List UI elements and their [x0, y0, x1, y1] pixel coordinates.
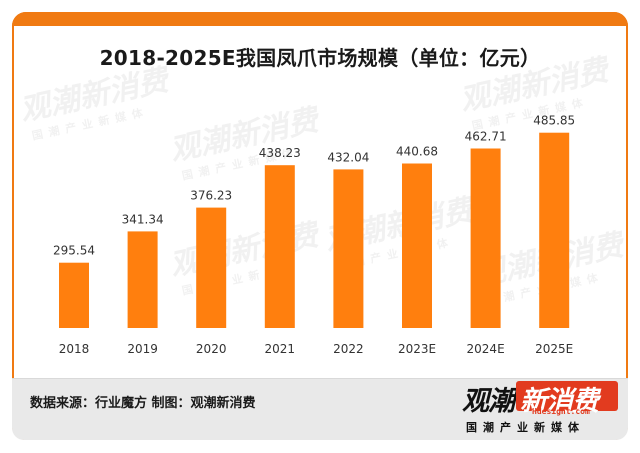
- labels-layer: 295.54 2018 341.34 2019 376.23 2020 438.23 2021…: [53, 114, 575, 356]
- value-label: 462.71: [465, 130, 507, 144]
- x-tick-label: 2020: [196, 342, 227, 356]
- logo-slogan: 国潮产业新媒体: [466, 421, 585, 434]
- logo-red-box: [516, 381, 618, 411]
- bar-2024E: [470, 148, 501, 328]
- value-label: 376.23: [190, 189, 232, 203]
- bar-2021: [264, 165, 295, 328]
- bars-layer: [59, 132, 570, 328]
- value-label: 485.85: [533, 114, 575, 128]
- logo-right-text: 新消费: [520, 386, 599, 417]
- chart-panel: [12, 12, 628, 440]
- x-tick-label: 2024E: [467, 342, 505, 356]
- x-tick-label: 2021: [265, 342, 296, 356]
- value-label: 440.68: [396, 145, 438, 159]
- top-accent-bar: [12, 12, 628, 26]
- value-label: 432.04: [327, 150, 369, 164]
- chart-title: 2018-2025E我国凤爪市场规模（单位：亿元）: [99, 46, 541, 70]
- logo-left-text: 观潮: [462, 386, 515, 417]
- value-label: 341.34: [122, 212, 164, 226]
- bar-2025E: [539, 132, 570, 328]
- x-tick-label: 2018: [59, 342, 90, 356]
- bar-2022: [333, 169, 364, 328]
- value-label: 438.23: [259, 146, 301, 160]
- x-tick-label: 2023E: [398, 342, 436, 356]
- logo-site: Hdesight.com: [532, 407, 590, 416]
- x-tick-label: 2019: [127, 342, 158, 356]
- bar-2019: [127, 231, 158, 328]
- bar-2023E: [402, 163, 432, 328]
- value-label: 295.54: [53, 244, 95, 258]
- bar-2018: [59, 262, 89, 328]
- x-tick-label: 2022: [333, 342, 364, 356]
- source-note: 数据来源：行业魔方 制图：观潮新消费: [30, 396, 256, 411]
- brand-logo: 观潮 新消费 Hdesight.com 国潮产业新媒体: [462, 379, 622, 435]
- bar-2020: [196, 207, 227, 328]
- x-tick-label: 2025E: [535, 342, 573, 356]
